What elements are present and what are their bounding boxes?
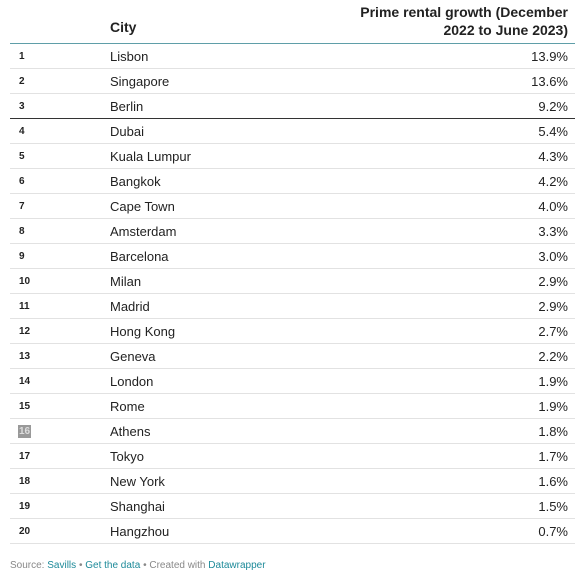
city: Singapore — [110, 74, 170, 89]
get-data-link[interactable]: Get the data — [85, 560, 141, 571]
city: Kuala Lumpur — [110, 149, 191, 164]
table-header: City Prime rental growth (December 2022 … — [10, 0, 575, 44]
city: Tokyo — [110, 449, 144, 464]
city: Lisbon — [110, 49, 149, 64]
rank: 19 — [19, 501, 31, 512]
growth-value: 1.5% — [538, 499, 568, 514]
rank: 12 — [19, 326, 31, 337]
growth-value: 2.9% — [538, 299, 568, 314]
table-row: 5 Kuala Lumpur 4.3% — [10, 144, 575, 169]
rank: 3 — [19, 101, 25, 112]
table-row: 19 Shanghai 1.5% — [10, 494, 575, 519]
table-row: 10 Milan 2.9% — [10, 269, 575, 294]
growth-value: 3.0% — [538, 249, 568, 264]
rank: 17 — [19, 451, 31, 462]
table-row: 13 Geneva 2.2% — [10, 344, 575, 369]
growth-value: 1.9% — [538, 399, 568, 414]
table-row: 12 Hong Kong 2.7% — [10, 319, 575, 344]
table-row: 17 Tokyo 1.7% — [10, 444, 575, 469]
city: Dubai — [110, 124, 144, 139]
city: Geneva — [110, 349, 156, 364]
growth-value: 4.3% — [538, 149, 568, 164]
table-row: 18 New York 1.6% — [10, 469, 575, 494]
growth-value: 1.6% — [538, 474, 568, 489]
growth-value: 1.8% — [538, 424, 568, 439]
rank: 16 — [18, 425, 32, 438]
table-row: 1 Lisbon 13.9% — [10, 44, 575, 69]
table-row: 15 Rome 1.9% — [10, 394, 575, 419]
rank: 18 — [19, 476, 31, 487]
city: Hong Kong — [110, 324, 176, 339]
rank: 5 — [19, 151, 25, 162]
city: Rome — [110, 399, 145, 414]
rank: 6 — [19, 176, 25, 187]
rank: 13 — [19, 351, 31, 362]
table-row: 7 Cape Town 4.0% — [10, 194, 575, 219]
table-row: 11 Madrid 2.9% — [10, 294, 575, 319]
growth-value: 2.2% — [538, 349, 568, 364]
table-row: 8 Amsterdam 3.3% — [10, 219, 575, 244]
growth-value: 1.9% — [538, 374, 568, 389]
source-link[interactable]: Savills — [47, 560, 77, 571]
table-row: 2 Singapore 13.6% — [10, 69, 575, 94]
city: Milan — [110, 274, 142, 289]
tool-link[interactable]: Datawrapper — [208, 560, 266, 571]
rank: 4 — [19, 126, 25, 137]
rank: 8 — [19, 226, 25, 237]
rank: 20 — [19, 526, 31, 537]
rank: 15 — [19, 401, 31, 412]
rank: 14 — [19, 376, 31, 387]
growth-value: 9.2% — [538, 99, 568, 114]
rank: 9 — [19, 251, 25, 262]
growth-value: 0.7% — [538, 524, 568, 539]
city: Madrid — [110, 299, 150, 314]
city: Athens — [110, 424, 151, 439]
table-row: 9 Barcelona 3.0% — [10, 244, 575, 269]
growth-value: 5.4% — [538, 124, 568, 139]
table-row: 14 London 1.9% — [10, 369, 575, 394]
growth-value: 2.9% — [538, 274, 568, 289]
separator: • — [78, 560, 83, 571]
city: Cape Town — [110, 199, 175, 214]
city: Bangkok — [110, 174, 161, 189]
city: Shanghai — [110, 499, 165, 514]
header-value: Prime rental growth (December 2022 to Ju… — [360, 4, 568, 38]
rank: 2 — [19, 76, 25, 87]
table-row: 16 Athens 1.8% — [10, 419, 575, 444]
table-row: 20 Hangzhou 0.7% — [10, 519, 575, 544]
table-row: 4 Dubai 5.4% — [10, 119, 575, 144]
rank: 10 — [19, 276, 31, 287]
city: London — [110, 374, 154, 389]
created-with: Created with — [149, 560, 206, 571]
growth-value: 1.7% — [538, 449, 568, 464]
separator: • — [143, 560, 147, 571]
header-city: City — [110, 19, 137, 35]
growth-value: 2.7% — [538, 324, 568, 339]
growth-value: 4.0% — [538, 199, 568, 214]
city: Hangzhou — [110, 524, 170, 539]
growth-value: 4.2% — [538, 174, 568, 189]
rank: 1 — [19, 51, 25, 62]
growth-value: 13.6% — [531, 74, 568, 89]
city: Berlin — [110, 99, 144, 114]
growth-value: 13.9% — [531, 49, 568, 64]
city: Amsterdam — [110, 224, 177, 239]
table-body: 1 Lisbon 13.9% 2 Singapore 13.6% 3 Berlin 9.2% 4 D… — [10, 44, 575, 544]
rank: 7 — [19, 201, 25, 212]
city: New York — [110, 474, 165, 489]
table-row: 3 Berlin 9.2% — [10, 94, 575, 119]
footer: Source: Savills • Get the data • Created… — [10, 560, 266, 571]
rank: 11 — [19, 301, 30, 312]
city: Barcelona — [110, 249, 169, 264]
table-row: 6 Bangkok 4.2% — [10, 169, 575, 194]
growth-value: 3.3% — [538, 224, 568, 239]
source-label: Source: — [10, 560, 45, 571]
